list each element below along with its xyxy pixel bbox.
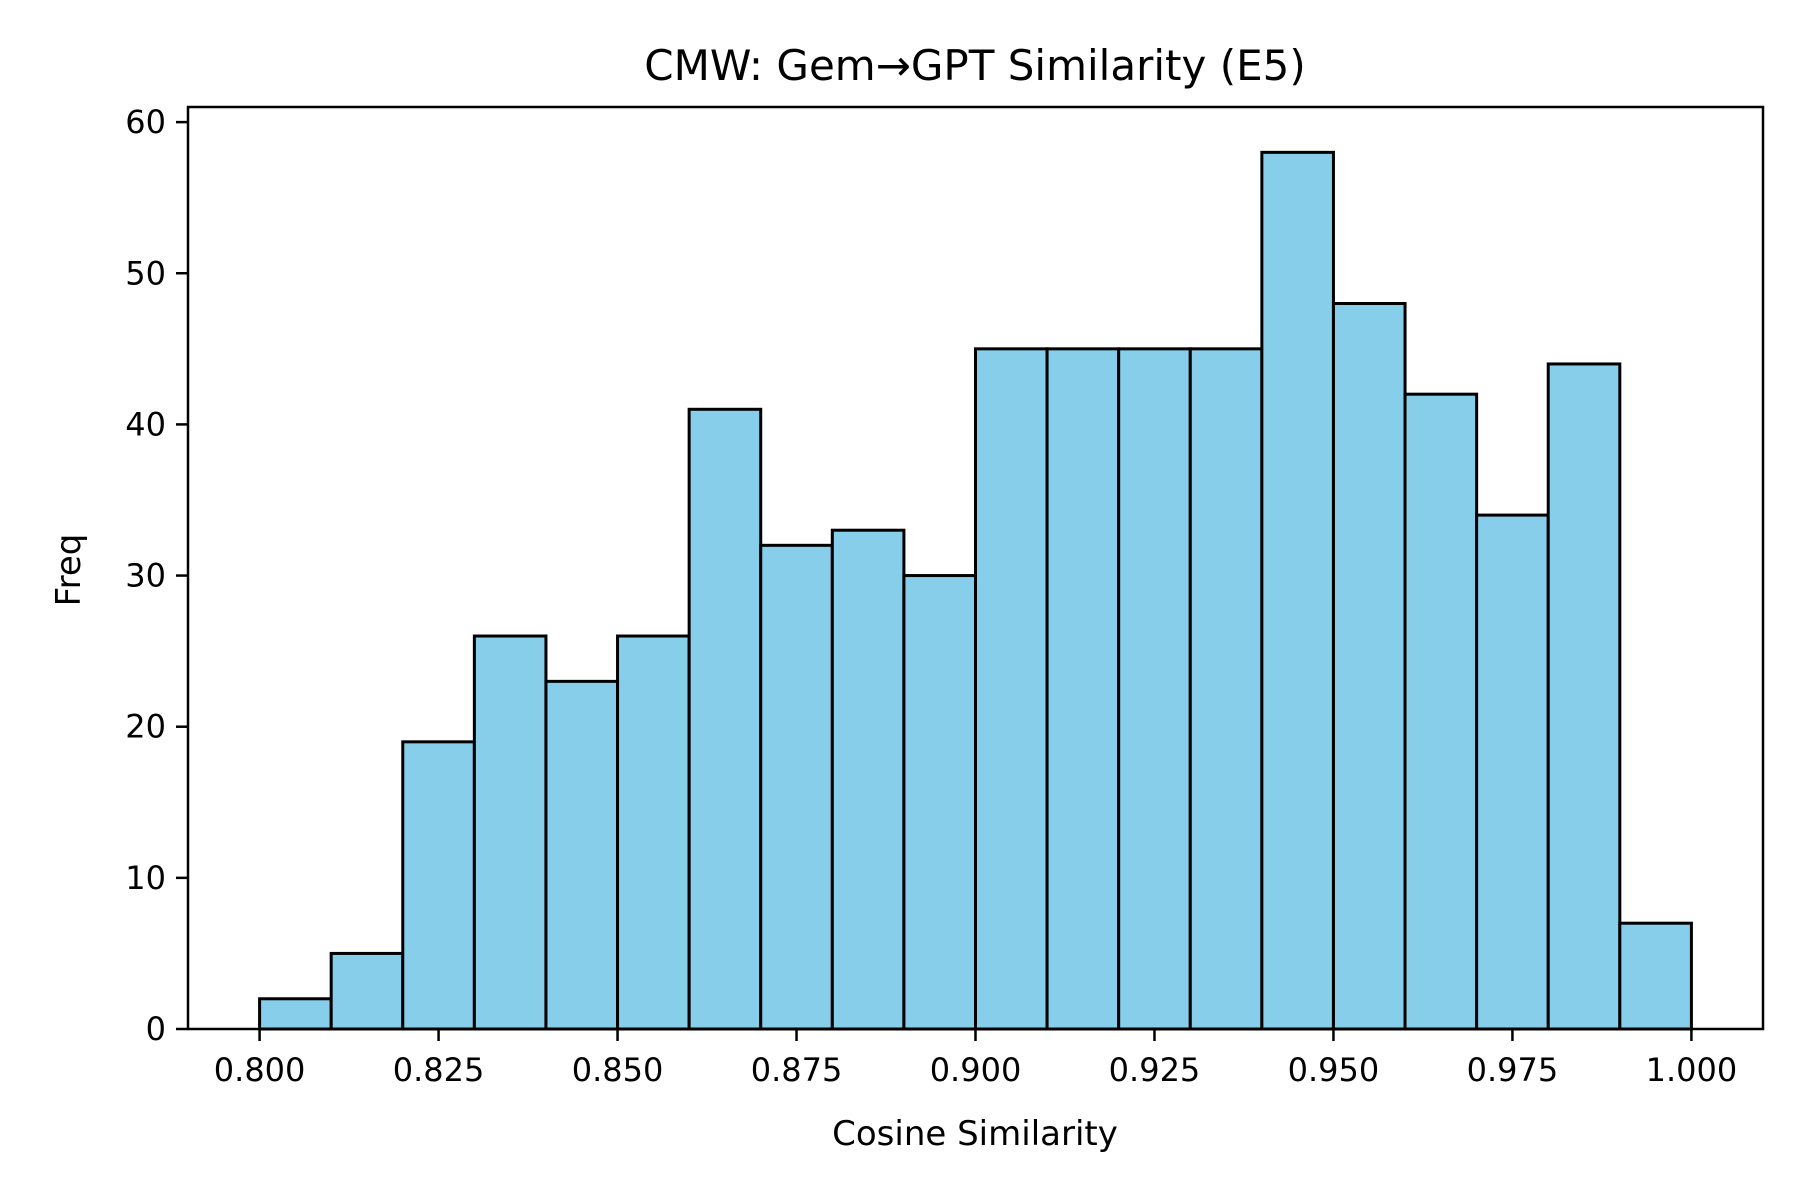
x-axis-ticks: 0.800 0.825 0.850 0.875 0.900 0.925 0.950 0.975… bbox=[214, 1029, 1737, 1089]
y-tick-label-6: 60 bbox=[125, 103, 166, 141]
y-tick-label-4: 40 bbox=[125, 405, 166, 443]
histogram-bar-16 bbox=[1403, 392, 1479, 1031]
histogram-bar-18 bbox=[1546, 362, 1622, 1031]
x-axis-label: Cosine Similarity bbox=[832, 1114, 1118, 1154]
y-tick-label-3: 30 bbox=[125, 557, 166, 595]
histogram-bar-4 bbox=[544, 679, 620, 1031]
x-tick-label-2: 0.850 bbox=[572, 1051, 664, 1089]
y-axis-label: Freq bbox=[49, 534, 89, 607]
histogram-bar-17 bbox=[1475, 513, 1550, 1031]
histogram-bar-12 bbox=[1117, 347, 1192, 1031]
histogram-bar-2 bbox=[401, 740, 476, 1031]
x-tick-label-6: 0.950 bbox=[1288, 1051, 1380, 1089]
x-tick-label-0: 0.800 bbox=[214, 1051, 306, 1089]
y-tick-label-1: 10 bbox=[125, 859, 166, 897]
histogram-bar-5 bbox=[616, 634, 691, 1031]
histogram-bar-10 bbox=[974, 347, 1049, 1031]
y-tick-label-2: 20 bbox=[125, 708, 166, 746]
y-axis-ticks: 0 10 20 30 40 50 60 bbox=[125, 103, 188, 1048]
histogram-bar-19 bbox=[1618, 921, 1693, 1031]
histogram-bar-15 bbox=[1331, 301, 1407, 1031]
histogram-bar-8 bbox=[830, 528, 906, 1031]
histogram-bar-1 bbox=[329, 951, 405, 1031]
x-tick-label-1: 0.825 bbox=[393, 1051, 485, 1089]
x-tick-label-3: 0.875 bbox=[751, 1051, 843, 1089]
x-tick-label-7: 0.975 bbox=[1467, 1051, 1559, 1089]
chart-title: CMW: Gem→GPT Similarity (E5) bbox=[644, 41, 1305, 90]
y-tick-label-0: 0 bbox=[146, 1010, 166, 1048]
histogram-bar-11 bbox=[1045, 347, 1121, 1031]
histogram-bar-14 bbox=[1260, 150, 1335, 1031]
histogram-bar-6 bbox=[687, 407, 763, 1031]
histogram-bar-9 bbox=[902, 574, 978, 1031]
histogram-bar-0 bbox=[258, 997, 333, 1031]
histogram-bar-13 bbox=[1188, 347, 1264, 1031]
histogram-bar-7 bbox=[759, 543, 834, 1031]
x-tick-label-5: 0.925 bbox=[1109, 1051, 1201, 1089]
x-tick-label-8: 1.000 bbox=[1646, 1051, 1738, 1089]
y-tick-label-5: 50 bbox=[125, 254, 166, 292]
bars-group bbox=[258, 150, 1693, 1031]
histogram-bar-3 bbox=[472, 634, 548, 1031]
x-tick-label-4: 0.900 bbox=[930, 1051, 1022, 1089]
